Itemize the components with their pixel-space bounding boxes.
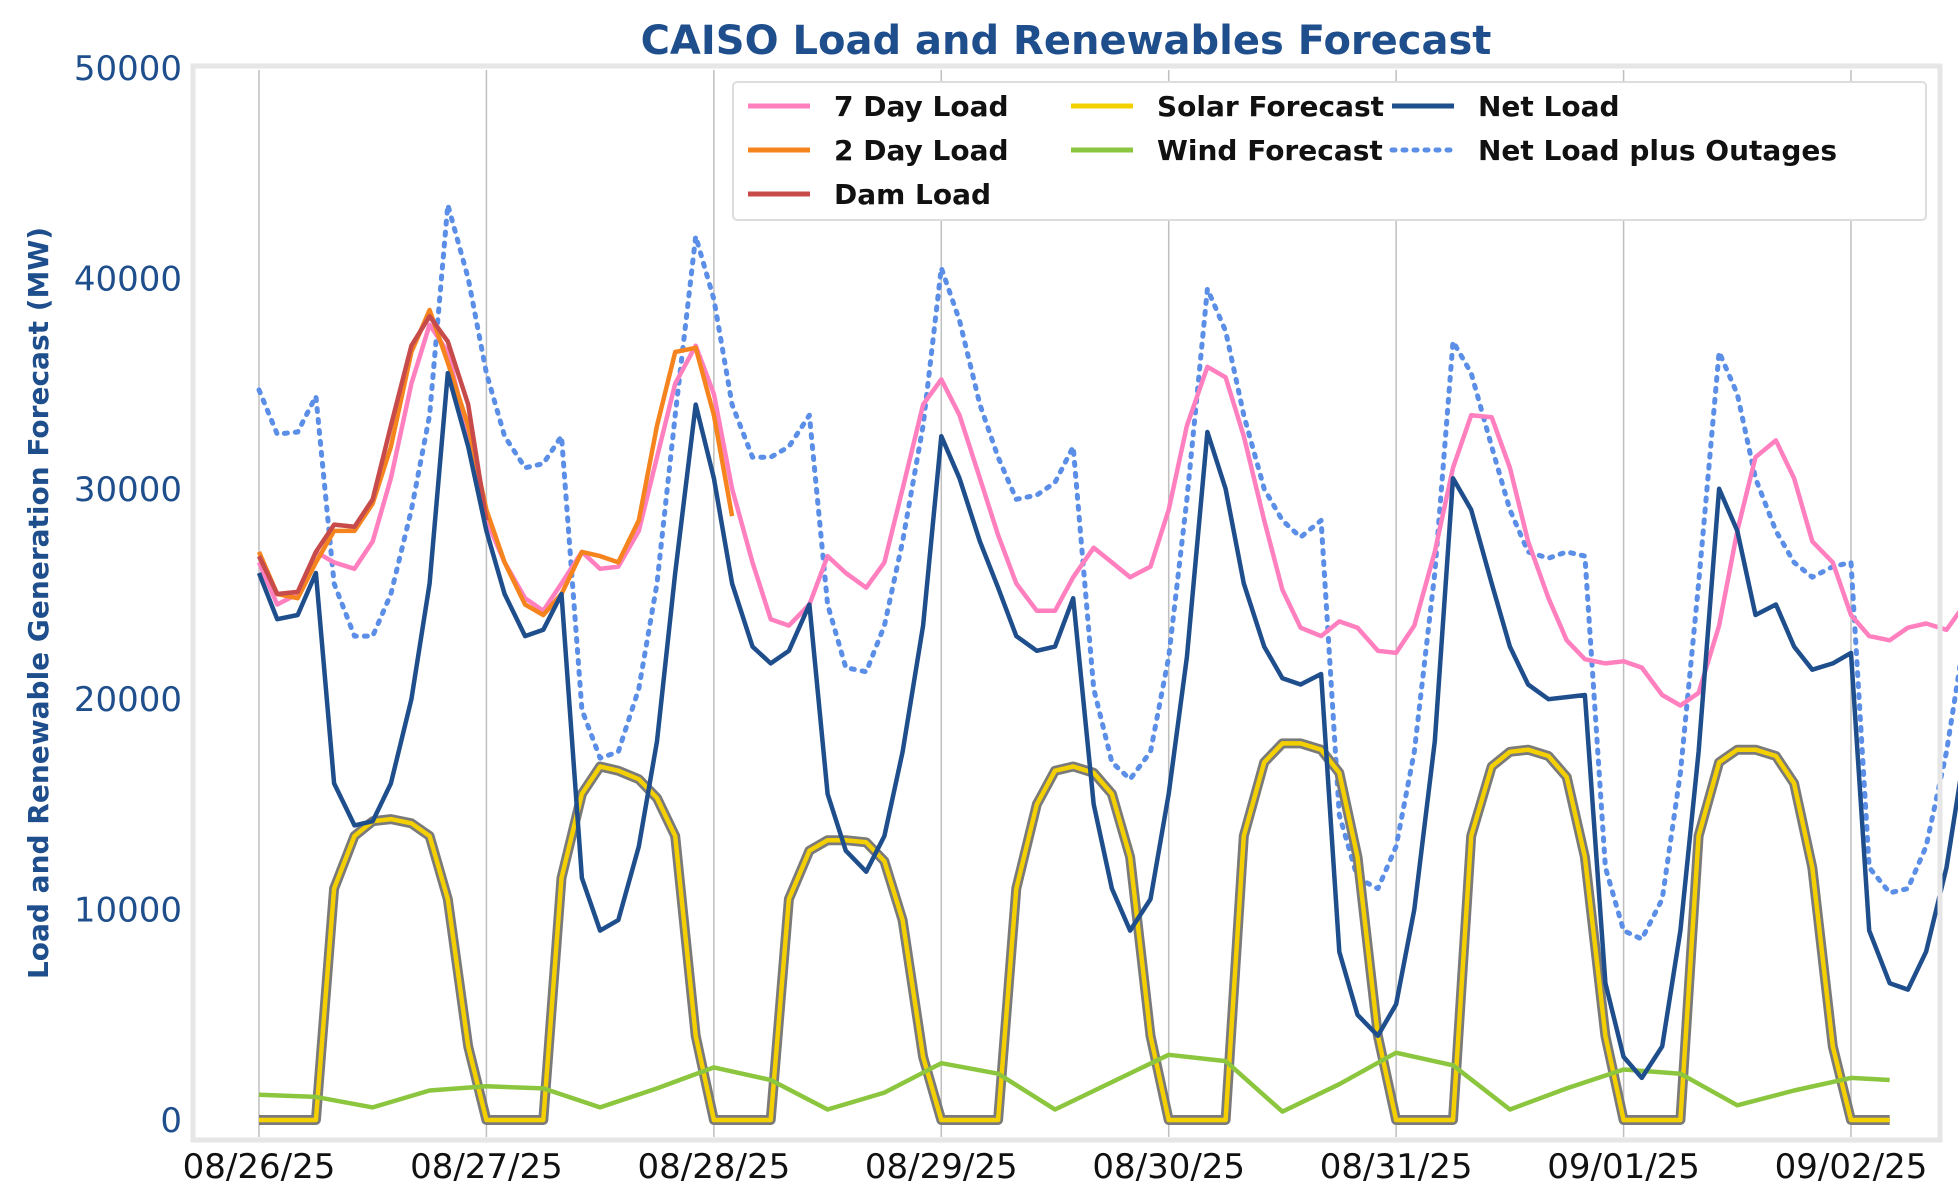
- net-load-outages-line: [256, 202, 1958, 942]
- legend-label-wind: Wind Forecast: [1157, 134, 1383, 167]
- legend-label-dam-load: Dam Load: [834, 178, 991, 211]
- vertical-gridlines: [258, 70, 1852, 1137]
- y-tick-label: 20000: [74, 680, 182, 720]
- chart-title: CAISO Load and Renewables Forecast: [641, 18, 1492, 64]
- seven-day-load-line: [256, 322, 1958, 708]
- y-tick-label: 0: [160, 1101, 182, 1141]
- x-tick-labels: 08/26/25 08/27/25 08/28/25 08/29/25 08/30/25…: [183, 1147, 1928, 1187]
- y-axis-label: Load and Renewable Generation Forecast (…: [22, 227, 55, 979]
- solar-line: [259, 741, 1890, 1123]
- x-tick-label: 08/30/25: [1092, 1147, 1245, 1187]
- series-layer: [256, 202, 1958, 1125]
- plot-frame: [190, 63, 1943, 1143]
- x-tick-label: 09/02/25: [1775, 1147, 1928, 1187]
- x-tick-label: 08/28/25: [638, 1147, 791, 1187]
- legend-label-net-load-outages: Net Load plus Outages: [1478, 134, 1837, 167]
- y-tick-label: 50000: [74, 49, 182, 89]
- x-tick-label: 08/26/25: [183, 1147, 336, 1187]
- legend-label-seven-day-load: 7 Day Load: [834, 90, 1009, 123]
- legend-label-solar: Solar Forecast: [1157, 90, 1384, 123]
- legend-label-two-day-load: 2 Day Load: [834, 134, 1009, 167]
- x-tick-label: 08/31/25: [1320, 1147, 1473, 1187]
- y-tick-label: 30000: [74, 470, 182, 510]
- net-load-line: [256, 370, 1958, 1081]
- x-tick-label: 08/29/25: [865, 1147, 1018, 1187]
- y-tick-label: 40000: [74, 259, 182, 299]
- legend: 7 Day Load 2 Day Load Dam Load Solar Foreca…: [732, 81, 1927, 221]
- x-tick-label: 08/27/25: [410, 1147, 563, 1187]
- legend-box: [732, 81, 1927, 221]
- legend-label-net-load: Net Load: [1478, 90, 1620, 123]
- dam-load-line: [256, 314, 489, 597]
- y-tick-labels: 0 10000 20000 30000 40000 50000: [74, 49, 182, 1141]
- y-tick-label: 10000: [74, 891, 182, 931]
- x-tick-label: 09/01/25: [1547, 1147, 1700, 1187]
- legend-items: 7 Day Load 2 Day Load Dam Load Solar Foreca…: [748, 90, 1837, 211]
- two-day-load-line: [256, 307, 735, 618]
